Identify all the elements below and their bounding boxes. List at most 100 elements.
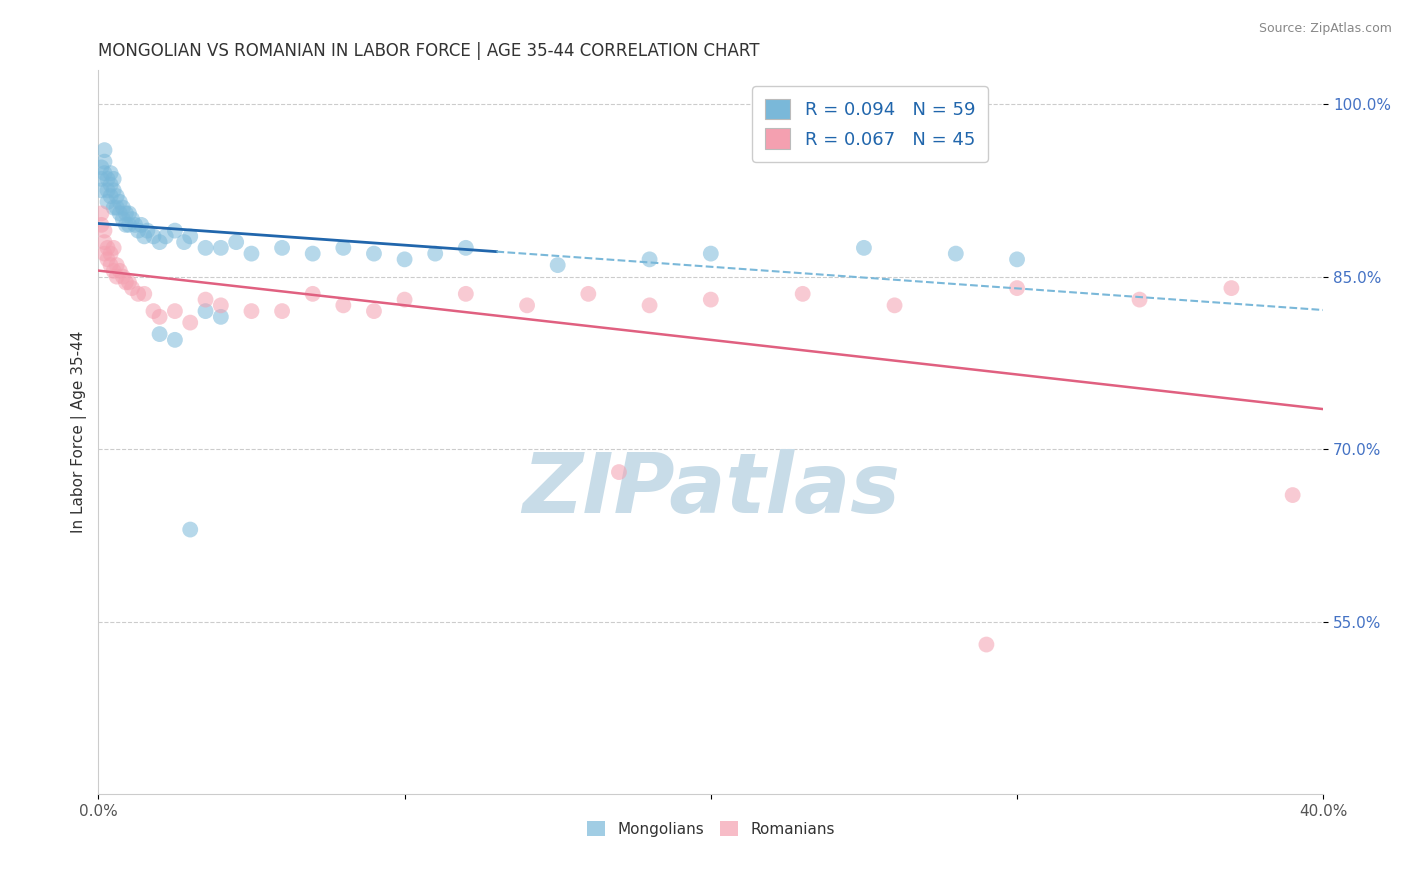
Point: [363, 304, 385, 318]
Point: [96, 194, 118, 209]
Point: [90, 172, 112, 186]
Point: [105, 258, 128, 272]
Point: [90, 206, 112, 220]
Point: [271, 241, 294, 255]
Point: [607, 465, 630, 479]
Point: [100, 166, 122, 180]
Point: [179, 316, 201, 330]
Point: [93, 224, 115, 238]
Point: [105, 201, 128, 215]
Point: [149, 327, 172, 342]
Point: [93, 246, 115, 260]
Point: [129, 218, 152, 232]
Point: [225, 235, 247, 249]
Point: [155, 229, 177, 244]
Point: [1128, 293, 1150, 307]
Point: [142, 304, 165, 318]
Point: [516, 298, 538, 312]
Point: [638, 298, 661, 312]
Point: [93, 143, 115, 157]
Point: [90, 183, 112, 197]
Point: [547, 258, 569, 272]
Point: [363, 246, 385, 260]
Point: [100, 178, 122, 192]
Point: [111, 269, 134, 284]
Text: MONGOLIAN VS ROMANIAN IN LABOR FORCE | AGE 35-44 CORRELATION CHART: MONGOLIAN VS ROMANIAN IN LABOR FORCE | A…: [98, 42, 759, 60]
Point: [332, 241, 354, 255]
Text: ZIPatlas: ZIPatlas: [522, 450, 900, 530]
Point: [1220, 281, 1243, 295]
Point: [163, 333, 186, 347]
Point: [103, 172, 125, 186]
Point: [209, 298, 232, 312]
Point: [115, 206, 138, 220]
Point: [103, 264, 125, 278]
Point: [136, 224, 159, 238]
Point: [332, 298, 354, 312]
Point: [1281, 488, 1303, 502]
Point: [118, 218, 141, 232]
Point: [90, 161, 112, 175]
Point: [194, 241, 217, 255]
Point: [127, 224, 149, 238]
Point: [301, 246, 323, 260]
Point: [163, 224, 186, 238]
Point: [118, 206, 141, 220]
Point: [93, 235, 115, 249]
Point: [149, 310, 172, 324]
Point: [792, 286, 814, 301]
Point: [127, 286, 149, 301]
Point: [209, 241, 232, 255]
Point: [96, 241, 118, 255]
Point: [1005, 252, 1028, 267]
Point: [96, 172, 118, 186]
Point: [103, 201, 125, 215]
Point: [100, 246, 122, 260]
Point: [271, 304, 294, 318]
Point: [163, 304, 186, 318]
Point: [103, 241, 125, 255]
Point: [1005, 281, 1028, 295]
Point: [209, 310, 232, 324]
Point: [576, 286, 599, 301]
Point: [700, 246, 723, 260]
Point: [115, 276, 138, 290]
Point: [976, 638, 998, 652]
Point: [93, 166, 115, 180]
Point: [149, 235, 172, 249]
Point: [118, 276, 141, 290]
Text: Source: ZipAtlas.com: Source: ZipAtlas.com: [1258, 22, 1392, 36]
Point: [425, 246, 447, 260]
Point: [111, 212, 134, 227]
Point: [142, 229, 165, 244]
Point: [105, 269, 128, 284]
Point: [96, 183, 118, 197]
Point: [93, 154, 115, 169]
Point: [454, 241, 477, 255]
Y-axis label: In Labor Force | Age 35-44: In Labor Force | Age 35-44: [72, 331, 87, 533]
Point: [100, 189, 122, 203]
Point: [134, 229, 156, 244]
Point: [103, 183, 125, 197]
Point: [883, 298, 905, 312]
Point: [454, 286, 477, 301]
Point: [394, 293, 416, 307]
Point: [194, 304, 217, 318]
Point: [115, 218, 138, 232]
Point: [111, 201, 134, 215]
Point: [105, 189, 128, 203]
Point: [108, 264, 131, 278]
Point: [179, 229, 201, 244]
Point: [638, 252, 661, 267]
Point: [240, 246, 263, 260]
Point: [700, 293, 723, 307]
Point: [121, 281, 143, 295]
Point: [134, 286, 156, 301]
Point: [108, 206, 131, 220]
Point: [179, 523, 201, 537]
Point: [121, 212, 143, 227]
Point: [945, 246, 967, 260]
Point: [124, 218, 146, 232]
Point: [394, 252, 416, 267]
Point: [240, 304, 263, 318]
